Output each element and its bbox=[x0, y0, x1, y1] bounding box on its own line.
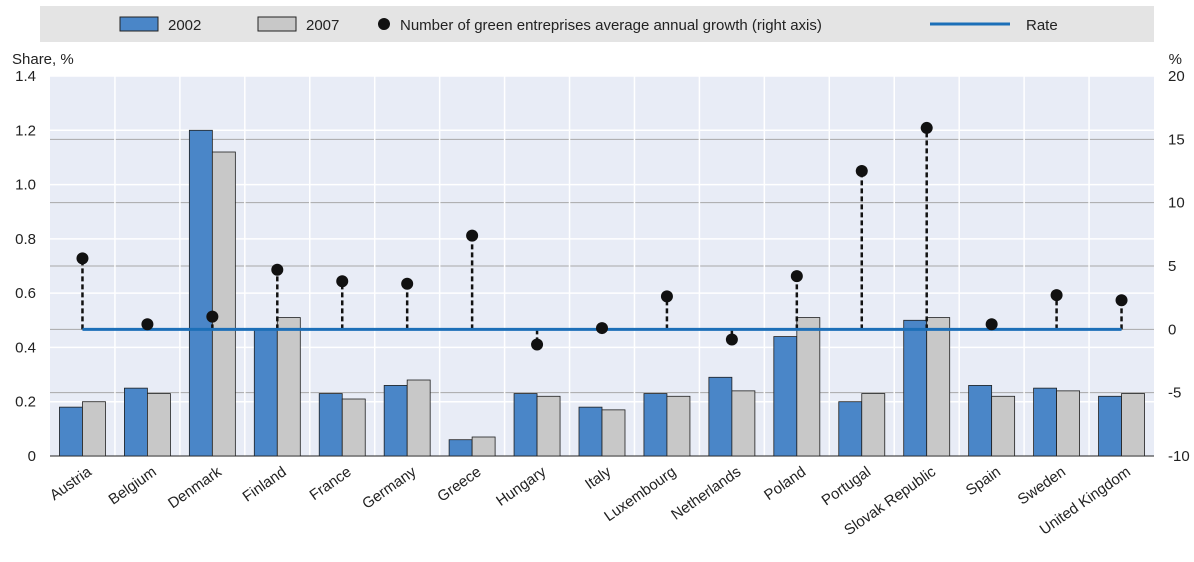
growth-dot bbox=[596, 322, 608, 335]
x-tick-label: Hungary bbox=[493, 463, 550, 510]
y-tick-left: 0.8 bbox=[15, 231, 36, 248]
legend-swatch-2007 bbox=[257, 16, 297, 32]
x-tick-label: Netherlands bbox=[668, 463, 744, 523]
bar-2007 bbox=[861, 393, 886, 457]
bar-2002 bbox=[708, 376, 733, 457]
bar-2002 bbox=[1098, 395, 1122, 457]
bar-2007 bbox=[276, 317, 301, 457]
x-tick-label: Sweden bbox=[1015, 463, 1069, 508]
bar-2007 bbox=[926, 317, 951, 457]
x-tick-label: Denmark bbox=[165, 463, 225, 512]
legend-label-2007: 2007 bbox=[306, 17, 339, 34]
growth-dot bbox=[1050, 289, 1063, 302]
growth-dot bbox=[466, 229, 479, 242]
bar-2007 bbox=[471, 436, 496, 457]
bar-2007 bbox=[991, 395, 1016, 457]
x-tick-label: Germany bbox=[359, 463, 420, 513]
growth-dot bbox=[790, 270, 803, 283]
y-tick-left: 1.0 bbox=[15, 177, 36, 194]
bar-2007 bbox=[147, 393, 171, 457]
bar-2002 bbox=[383, 385, 408, 457]
x-tick-label: Austria bbox=[47, 463, 96, 504]
bar-2007 bbox=[666, 395, 691, 457]
growth-dot bbox=[1115, 294, 1128, 307]
bar-2007 bbox=[601, 409, 626, 457]
bars bbox=[59, 129, 1145, 457]
x-tick-label: Finland bbox=[240, 463, 290, 505]
bar-2007 bbox=[731, 390, 756, 457]
y-tick-right: 0 bbox=[1168, 321, 1176, 338]
y-tick-right: 20 bbox=[1168, 68, 1185, 85]
growth-dot bbox=[76, 252, 89, 265]
bar-2007 bbox=[796, 317, 821, 457]
growth-dot bbox=[336, 275, 349, 288]
x-tick-label: Luxembourg bbox=[601, 463, 679, 525]
x-tick-label: Poland bbox=[761, 463, 809, 504]
growth-dot bbox=[141, 318, 154, 331]
bar-2007 bbox=[211, 151, 236, 457]
growth-dot bbox=[920, 121, 933, 134]
bar-2007 bbox=[536, 395, 561, 457]
bar-2002 bbox=[124, 387, 148, 457]
bar-2007 bbox=[1056, 390, 1080, 457]
growth-dot bbox=[985, 318, 998, 331]
y-tick-left: 0.6 bbox=[15, 285, 36, 302]
x-tick-label: Greece bbox=[434, 463, 484, 505]
legend-label-2002: 2002 bbox=[168, 17, 201, 34]
y-axis-right-title: % bbox=[1169, 51, 1182, 68]
y-tick-left: 1.2 bbox=[15, 122, 36, 139]
y-tick-right: -10 bbox=[1168, 448, 1190, 465]
x-axis: Austria Belgium Denmark Finland France German… bbox=[47, 463, 1134, 539]
bar-2002 bbox=[838, 401, 863, 457]
bar-2002 bbox=[578, 406, 603, 457]
x-tick-label: Italy bbox=[582, 463, 615, 493]
legend-label-growth: Number of green entreprises average annu… bbox=[400, 17, 822, 34]
y-tick-right: -5 bbox=[1168, 385, 1181, 402]
growth-dots bbox=[76, 121, 1128, 351]
growth-dot bbox=[401, 277, 414, 290]
legend-marker-growth bbox=[378, 18, 390, 30]
y-axis-right: -10 -5 0 5 10 15 20 bbox=[1168, 68, 1190, 465]
bar-2002 bbox=[448, 439, 473, 457]
growth-dot bbox=[531, 338, 544, 351]
y-axis-left: 0 0.2 0.4 0.6 0.8 1.0 1.2 1.4 bbox=[15, 68, 36, 465]
bar-2002 bbox=[1033, 387, 1057, 457]
bar-2007 bbox=[341, 398, 366, 457]
bar-2002 bbox=[59, 406, 83, 457]
bar-2007 bbox=[1121, 393, 1145, 457]
y-tick-left: 1.4 bbox=[15, 68, 36, 85]
bar-2002 bbox=[188, 129, 213, 457]
y-tick-left: 0.2 bbox=[15, 394, 36, 411]
growth-dot bbox=[660, 290, 673, 303]
growth-dot bbox=[855, 165, 868, 177]
bar-2002 bbox=[968, 385, 993, 457]
y-tick-right: 5 bbox=[1168, 258, 1176, 275]
bar-2007 bbox=[406, 379, 431, 457]
y-axis-left-title: Share, % bbox=[12, 51, 74, 68]
y-tick-right: 15 bbox=[1168, 131, 1185, 148]
growth-dot bbox=[206, 310, 219, 323]
y-tick-left: 0 bbox=[28, 448, 36, 465]
x-tick-label: Portugal bbox=[819, 463, 875, 509]
bar-2002 bbox=[903, 319, 928, 457]
legend: 2002 2007 Number of green entreprises av… bbox=[40, 6, 1154, 42]
growth-dot bbox=[725, 333, 738, 346]
bar-2007 bbox=[82, 401, 106, 457]
growth-dot bbox=[271, 263, 284, 276]
bar-2002 bbox=[643, 393, 668, 457]
x-tick-label: Belgium bbox=[106, 463, 160, 508]
bar-2002 bbox=[318, 393, 343, 457]
legend-label-rate: Rate bbox=[1026, 17, 1058, 34]
y-tick-right: 10 bbox=[1168, 195, 1185, 212]
x-tick-label: Spain bbox=[963, 463, 1004, 499]
legend-swatch-2002 bbox=[119, 16, 159, 32]
bar-2002 bbox=[253, 328, 278, 457]
bar-2002 bbox=[513, 393, 538, 457]
bar-2002 bbox=[773, 336, 798, 457]
y-tick-left: 0.4 bbox=[15, 339, 36, 356]
x-tick-label: France bbox=[307, 463, 355, 504]
